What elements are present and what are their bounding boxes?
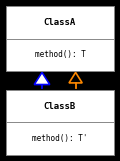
Text: method(): T: method(): T	[35, 50, 85, 59]
Bar	[6, 90, 114, 155]
Bar	[6, 6, 114, 71]
Text: method(): T': method(): T'	[32, 134, 88, 143]
Text: ClassB: ClassB	[44, 102, 76, 111]
Polygon shape	[34, 72, 50, 85]
Text: ClassA: ClassA	[44, 18, 76, 27]
